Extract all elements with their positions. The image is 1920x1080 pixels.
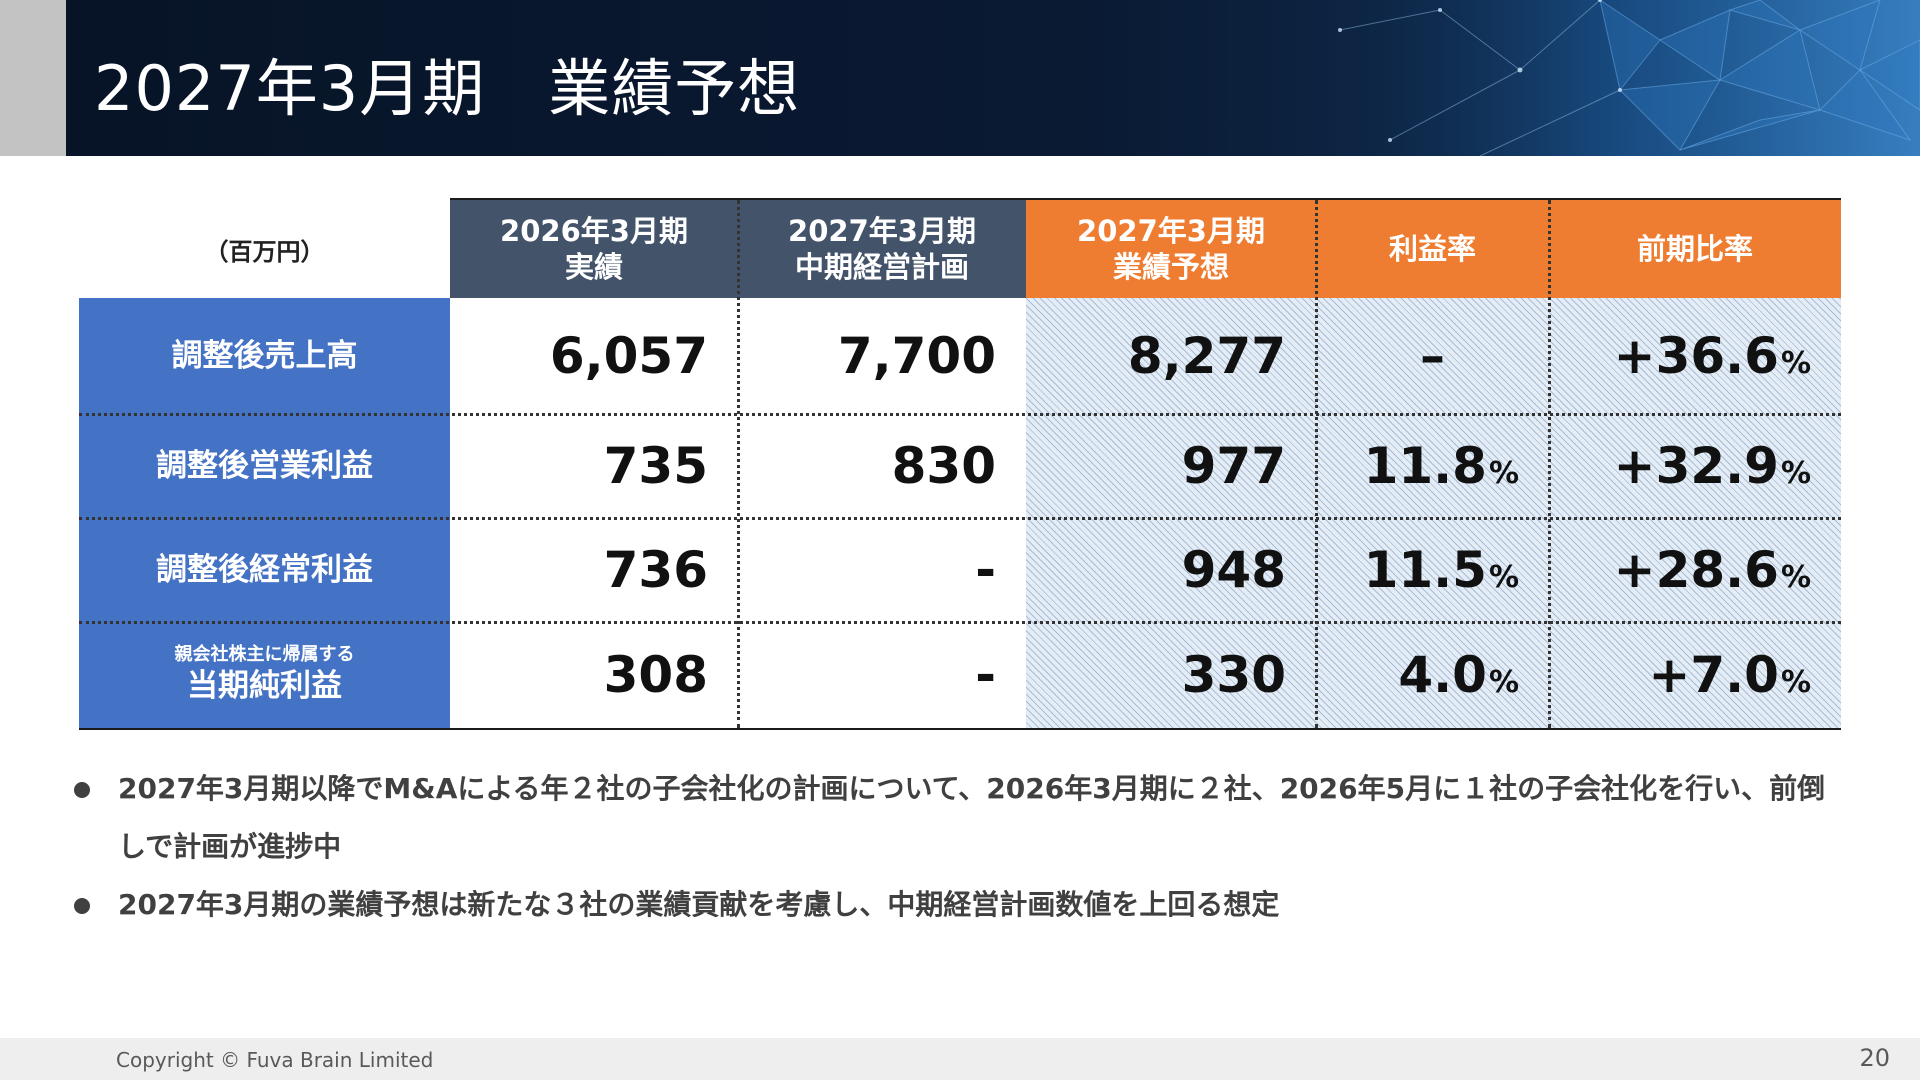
table-cell: 308 (603, 646, 708, 704)
unit-label: （百万円） (204, 237, 325, 266)
row-label-adjusted-ordinary-profit: 調整後経常利益 (79, 518, 450, 622)
table-cell: 11.5% (1363, 541, 1519, 599)
column-divider (1315, 200, 1318, 728)
column-divider (1548, 200, 1551, 728)
table-cell: 736 (603, 541, 708, 599)
forecast-table: （百万円） 2026年3月期 実績 2027年3月期 中期経営計画 2027年3月期… (79, 198, 1841, 730)
column-header-2027-midterm-plan: 2027年3月期 中期経営計画 (738, 200, 1026, 298)
column-divider (737, 200, 740, 728)
table-cell: 330 (1181, 646, 1286, 704)
bullet-dot-icon (74, 782, 90, 798)
column-header-2027-forecast: 2027年3月期 業績予想 (1026, 200, 1316, 298)
table-cell: +7.0% (1648, 646, 1811, 704)
page-title: 2027年3月期 業績予想 (94, 52, 801, 125)
forecast-shaded-area (1026, 298, 1841, 730)
row-label-adjusted-operating-profit: 調整後営業利益 (79, 414, 450, 518)
copyright-text: Copyright © Fuva Brain Limited (116, 1048, 434, 1072)
row-label-adjusted-sales: 調整後売上高 (79, 298, 450, 414)
table-cell: +28.6% (1613, 541, 1811, 599)
table-cell: - (975, 541, 996, 599)
table-cell: 6,057 (549, 327, 708, 385)
table-cell: 8,277 (1127, 327, 1286, 385)
bullet-dot-icon (74, 898, 90, 914)
row-label-net-income: 親会社株主に帰属する 当期純利益 (79, 622, 450, 728)
table-cell: 11.8% (1363, 437, 1519, 495)
table-cell: 7,700 (837, 327, 996, 385)
table-cell: 4.0% (1398, 646, 1519, 704)
table-bottom-border (79, 728, 1841, 730)
table-cell: – (1420, 327, 1445, 385)
column-header-yoy-ratio: 前期比率 (1549, 200, 1841, 298)
notes-list: 2027年3月期以降でM&Aによる年２社の子会社化の計画について、2026年3月… (70, 760, 1850, 934)
row-divider (79, 413, 1841, 416)
table-top-border (450, 198, 1841, 201)
row-divider (79, 517, 1841, 520)
header-banner: 2027年3月期 業績予想 (66, 0, 1920, 156)
table-cell: 735 (603, 437, 708, 495)
column-header-2026-actual: 2026年3月期 実績 (450, 200, 738, 298)
column-header-profit-margin: 利益率 (1316, 200, 1549, 298)
list-item: 2027年3月期の業績予想は新たな３社の業績貢献を考慮し、中期経営計画数値を上回… (70, 876, 1850, 934)
table-cell: - (975, 646, 996, 704)
row-divider (79, 621, 1841, 624)
table-cell: +36.6% (1613, 327, 1811, 385)
page-number: 20 (1859, 1044, 1890, 1072)
table-cell: 948 (1181, 541, 1286, 599)
network-pattern-graphic (1300, 0, 1920, 156)
table-cell: 977 (1181, 437, 1286, 495)
header-accent-bar (0, 0, 66, 156)
footer: Copyright © Fuva Brain Limited 20 (0, 1038, 1920, 1080)
table-cell: +32.9% (1613, 437, 1811, 495)
list-item: 2027年3月期以降でM&Aによる年２社の子会社化の計画について、2026年3月… (70, 760, 1850, 876)
table-cell: 830 (891, 437, 996, 495)
